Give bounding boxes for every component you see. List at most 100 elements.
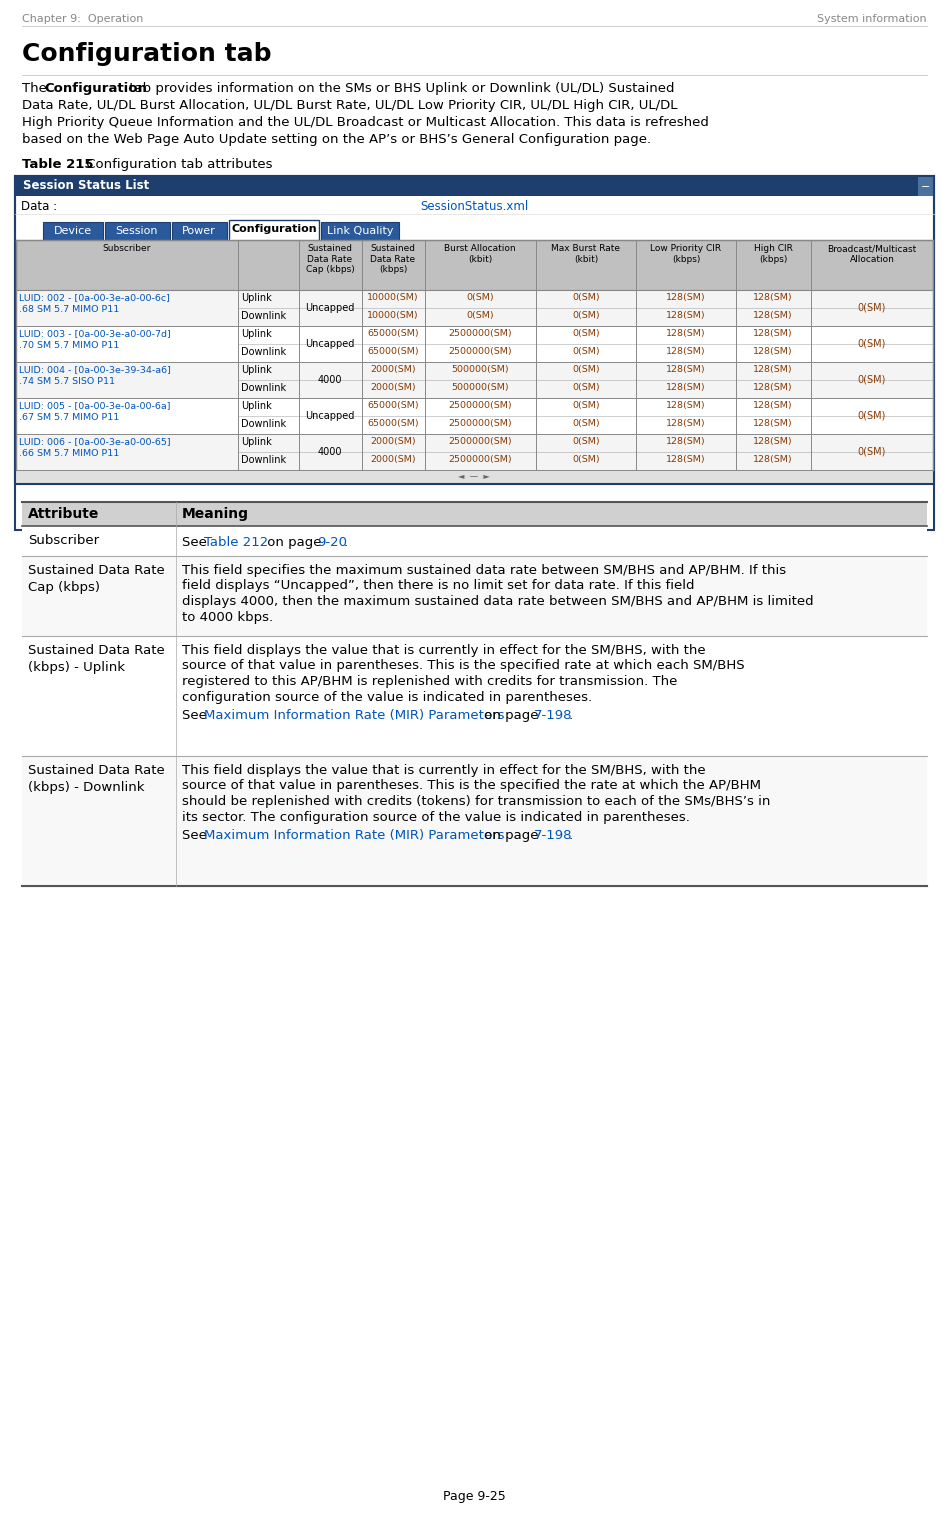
Bar [16,326,933,362]
Text: 65000(SM): 65000(SM) [367,401,419,410]
Text: on page: on page [480,830,543,842]
Text: Uplink: Uplink [241,329,271,339]
Text: Table 212: Table 212 [204,536,269,550]
Text: 65000(SM): 65000(SM) [367,419,419,428]
Bar [22,556,927,636]
Text: 0(SM): 0(SM) [572,347,600,356]
Text: Subscriber: Subscriber [28,534,99,547]
Bar [105,223,170,241]
Text: This field displays the value that is currently in effect for the SM/BHS, with t: This field displays the value that is cu… [182,643,706,657]
Text: Uplink: Uplink [241,365,271,375]
Text: Device: Device [54,226,92,236]
Text: Max Burst Rate
(kbit): Max Burst Rate (kbit) [551,244,621,263]
Text: .: . [569,709,573,722]
Text: Chapter 9:  Operation: Chapter 9: Operation [22,14,143,24]
Text: 65000(SM): 65000(SM) [367,347,419,356]
Text: LUID: 006 - [0a-00-3e-a0-00-65]: LUID: 006 - [0a-00-3e-a0-00-65] [19,438,171,447]
Text: Sustained Data Rate
(kbps) - Downlink: Sustained Data Rate (kbps) - Downlink [28,765,165,793]
Text: See: See [182,536,211,550]
Bar [22,525,927,556]
Text: .66 SM 5.7 MIMO P11: .66 SM 5.7 MIMO P11 [19,448,120,457]
Bar [16,362,933,398]
Text: on page: on page [263,536,326,550]
Text: Uncapped: Uncapped [306,410,355,421]
Text: Link Quality: Link Quality [326,226,393,236]
Text: .70 SM 5.7 MIMO P11: .70 SM 5.7 MIMO P11 [19,341,120,350]
Text: Page 9-25: Page 9-25 [442,1490,506,1503]
Text: Uplink: Uplink [241,294,271,303]
Bar [22,636,927,755]
Text: Session Status List: Session Status List [23,179,149,192]
Text: Downlink: Downlink [241,347,287,357]
Text: Maximum Information Rate (MIR) Parameters: Maximum Information Rate (MIR) Parameter… [204,830,505,842]
Text: 0(SM): 0(SM) [858,375,886,385]
Text: 0(SM): 0(SM) [466,294,493,301]
Text: Table 215: Table 215 [22,157,94,171]
Text: High Priority Queue Information and the UL/DL Broadcast or Multicast Allocation.: High Priority Queue Information and the … [22,117,709,129]
Text: field displays “Uncapped”, then there is no limit set for data rate. If this fie: field displays “Uncapped”, then there is… [182,580,695,592]
Bar [918,176,934,195]
Text: System information: System information [817,14,927,24]
Text: to 4000 kbps.: to 4000 kbps. [182,610,273,624]
Text: LUID: 005 - [0a-00-3e-0a-00-6a]: LUID: 005 - [0a-00-3e-0a-00-6a] [19,401,171,410]
Text: configuration source of the value is indicated in parentheses.: configuration source of the value is ind… [182,690,592,704]
Text: High CIR
(kbps): High CIR (kbps) [754,244,792,263]
Text: 2000(SM): 2000(SM) [370,383,416,392]
Text: Configuration tab: Configuration tab [22,42,271,67]
Text: .67 SM 5.7 MIMO P11: .67 SM 5.7 MIMO P11 [19,413,120,422]
Text: Meaning: Meaning [182,507,249,521]
Text: 0(SM): 0(SM) [572,383,600,392]
Text: 128(SM): 128(SM) [754,456,792,463]
Text: 128(SM): 128(SM) [666,310,706,319]
Text: See: See [182,830,211,842]
Text: .: . [344,536,348,550]
Text: 128(SM): 128(SM) [666,401,706,410]
Text: 500000(SM): 500000(SM) [451,365,509,374]
Text: 128(SM): 128(SM) [754,329,792,338]
Text: 2000(SM): 2000(SM) [370,456,416,463]
Text: 2500000(SM): 2500000(SM) [448,456,512,463]
Text: Configuration: Configuration [45,82,147,95]
Text: 0(SM): 0(SM) [572,310,600,319]
Text: LUID: 002 - [0a-00-3e-a0-00-6c]: LUID: 002 - [0a-00-3e-a0-00-6c] [19,294,170,301]
Text: Downlink: Downlink [241,419,287,428]
Text: Power: Power [182,226,215,236]
Text: 0(SM): 0(SM) [858,447,886,457]
Text: Downlink: Downlink [241,310,287,321]
Bar [15,469,934,484]
Text: 128(SM): 128(SM) [754,365,792,374]
Text: 128(SM): 128(SM) [754,401,792,410]
Text: 0(SM): 0(SM) [466,310,493,319]
Text: 0(SM): 0(SM) [572,438,600,447]
Text: Data Rate, UL/DL Burst Allocation, UL/DL Burst Rate, UL/DL Low Priority CIR, UL/: Data Rate, UL/DL Burst Allocation, UL/DL… [22,98,678,112]
Text: 0(SM): 0(SM) [572,365,600,374]
Text: its sector. The configuration source of the value is indicated in parentheses.: its sector. The configuration source of … [182,810,690,824]
Bar [15,176,934,195]
Text: 0(SM): 0(SM) [858,303,886,313]
Text: See: See [182,709,211,722]
Bar [16,398,933,435]
Text: 2000(SM): 2000(SM) [370,438,416,447]
Text: Sustained Data Rate
Cap (kbps): Sustained Data Rate Cap (kbps) [28,565,165,593]
Text: LUID: 003 - [0a-00-3e-a0-00-7d]: LUID: 003 - [0a-00-3e-a0-00-7d] [19,329,171,338]
Text: source of that value in parentheses. This is the specified rate at which each SM: source of that value in parentheses. Thi… [182,660,745,672]
Text: source of that value in parentheses. This is the specified the rate at which the: source of that value in parentheses. Thi… [182,780,761,792]
Text: Session: Session [116,226,158,236]
Bar [16,241,933,291]
Text: 2500000(SM): 2500000(SM) [448,419,512,428]
Bar [16,291,933,326]
Text: 4000: 4000 [318,447,343,457]
Text: 500000(SM): 500000(SM) [451,383,509,392]
Text: Downlink: Downlink [241,383,287,394]
Text: 10000(SM): 10000(SM) [367,294,419,301]
Bar [172,223,227,241]
Text: 128(SM): 128(SM) [754,347,792,356]
Bar [230,239,318,241]
Text: 128(SM): 128(SM) [666,383,706,392]
Text: should be replenished with credits (tokens) for transmission to each of the SMs/: should be replenished with credits (toke… [182,795,771,808]
Text: Broadcast/Multicast
Allocation: Broadcast/Multicast Allocation [828,244,917,263]
Text: 128(SM): 128(SM) [666,456,706,463]
Text: .74 SM 5.7 SISO P11: .74 SM 5.7 SISO P11 [19,377,115,386]
Text: 0(SM): 0(SM) [858,339,886,350]
Text: Uncapped: Uncapped [306,303,355,313]
